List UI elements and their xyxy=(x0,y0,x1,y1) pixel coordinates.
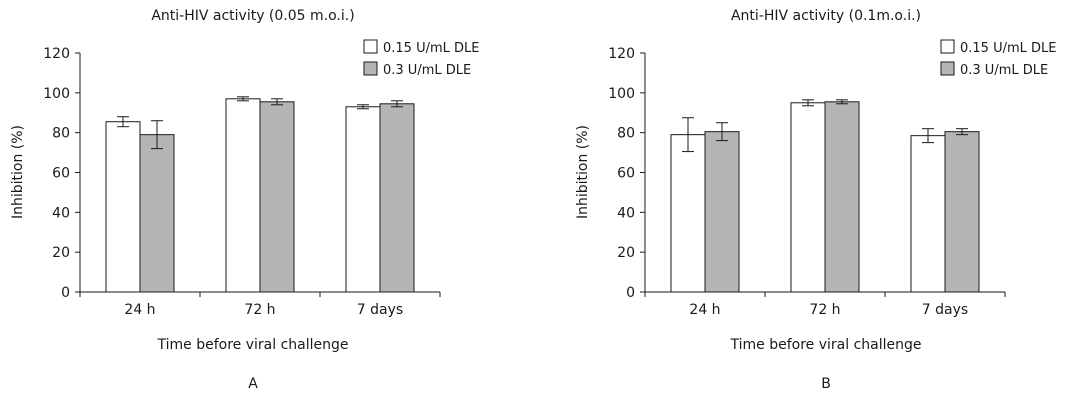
legend-swatch xyxy=(940,61,955,76)
y-tick-label: 20 xyxy=(52,245,70,261)
bar xyxy=(139,134,175,293)
y-axis-label: Inhibition (%) xyxy=(10,125,26,219)
bar xyxy=(225,98,261,293)
panel-label: B xyxy=(821,376,831,392)
legend-swatch xyxy=(363,39,378,54)
chart-title: Anti-HIV activity (0.05 m.o.i.) xyxy=(151,8,354,24)
bar xyxy=(790,102,826,293)
y-axis-label: Inhibition (%) xyxy=(575,125,591,219)
x-axis-label: Time before viral challenge xyxy=(730,337,922,353)
y-tick-label: 80 xyxy=(52,126,70,142)
legend-swatch xyxy=(940,39,955,54)
y-tick-label: 120 xyxy=(608,46,635,62)
bar xyxy=(704,131,740,293)
y-tick-label: 80 xyxy=(617,126,635,142)
y-tick-label: 120 xyxy=(43,46,70,62)
legend-swatch xyxy=(363,61,378,76)
bar xyxy=(910,135,946,293)
x-category-label: 24 h xyxy=(689,302,720,318)
chart-panel-b: Anti-HIV activity (0.1m.o.i.) 0 20 40 60 80 10… xyxy=(567,0,1071,396)
bar xyxy=(670,134,706,293)
x-category-label: 24 h xyxy=(124,302,155,318)
bar xyxy=(824,101,860,293)
bar xyxy=(379,103,415,293)
legend-label: 0.15 U/mL DLE xyxy=(383,41,479,56)
chart-title: Anti-HIV activity (0.1m.o.i.) xyxy=(731,8,921,24)
legend-label: 0.3 U/mL DLE xyxy=(383,63,471,78)
x-category-label: 72 h xyxy=(244,302,275,318)
y-tick-label: 100 xyxy=(43,86,70,102)
x-category-label: 7 days xyxy=(922,302,968,318)
y-tick-label: 100 xyxy=(608,86,635,102)
bar xyxy=(105,121,141,293)
y-tick-label: 60 xyxy=(52,166,70,182)
y-tick-label: 40 xyxy=(617,205,635,221)
x-category-label: 7 days xyxy=(357,302,403,318)
y-tick-label: 0 xyxy=(626,285,635,301)
x-category-label: 72 h xyxy=(809,302,840,318)
chart-panel-a: Anti-HIV activity (0.05 m.o.i.) 0 20 40 60 80… xyxy=(0,0,535,396)
chart-svg-a: Anti-HIV activity (0.05 m.o.i.) 0 20 40 60 80… xyxy=(10,8,479,392)
bar xyxy=(944,131,980,293)
legend-label: 0.3 U/mL DLE xyxy=(960,63,1048,78)
x-axis-label: Time before viral challenge xyxy=(157,337,349,353)
y-tick-label: 20 xyxy=(617,245,635,261)
bar xyxy=(259,101,295,293)
y-tick-label: 60 xyxy=(617,166,635,182)
legend-label: 0.15 U/mL DLE xyxy=(960,41,1056,56)
bar xyxy=(345,106,381,293)
y-tick-label: 40 xyxy=(52,205,70,221)
panel-label: A xyxy=(248,376,258,392)
chart-svg-b: Anti-HIV activity (0.1m.o.i.) 0 20 40 60 80 10… xyxy=(575,8,1056,392)
y-tick-label: 0 xyxy=(61,285,70,301)
